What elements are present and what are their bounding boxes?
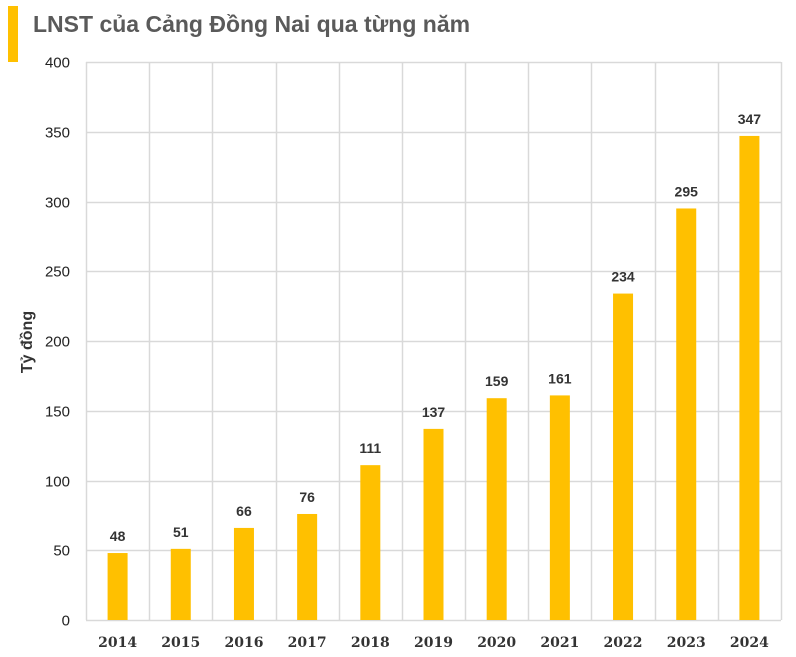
data-label-2023: 295: [675, 183, 699, 199]
chart-title: LNST của Cảng Đồng Nai qua từng năm: [33, 11, 471, 37]
bar-2017: [297, 513, 318, 620]
gridlines: [85, 61, 783, 622]
y-tick-label: 150: [45, 404, 70, 421]
title-accent-bar: [8, 6, 18, 62]
x-tick-label-2021: 2021: [540, 635, 579, 651]
y-tick-label: 100: [45, 474, 70, 491]
x-tick-label-2019: 2019: [414, 635, 453, 651]
bars: [107, 135, 760, 620]
x-tick-label-2016: 2016: [224, 635, 263, 651]
data-labels: 48 51 66 76 111 137 159 161 234 295 347: [110, 111, 761, 544]
data-label-2020: 159: [485, 373, 509, 389]
bar-2022: [613, 293, 634, 620]
y-tick-label: 250: [45, 264, 70, 281]
data-label-2018: 111: [359, 440, 381, 456]
x-tick-label-2022: 2022: [604, 635, 643, 651]
x-tick-label-2014: 2014: [98, 635, 137, 651]
x-tick-label-2017: 2017: [288, 635, 327, 651]
x-tick-label-2015: 2015: [161, 635, 200, 651]
x-axis-tick-labels: 2014 2015 2016 2017 2018 2019 2020 2021 2022 2023…: [98, 635, 769, 651]
bar-2024: [739, 135, 760, 620]
data-label-2017: 76: [299, 489, 315, 505]
bar-2020: [486, 398, 507, 620]
bar-2014: [107, 553, 128, 620]
data-label-2021: 161: [548, 370, 572, 386]
data-label-2014: 48: [110, 528, 126, 544]
bar-2023: [676, 208, 697, 620]
bar-2021: [549, 395, 570, 620]
x-tick-label-2018: 2018: [351, 635, 390, 651]
y-tick-label: 0: [62, 613, 70, 630]
x-tick-label-2024: 2024: [730, 635, 769, 651]
bar-2016: [233, 527, 254, 620]
y-tick-label: 400: [45, 55, 70, 72]
x-tick-label-2023: 2023: [667, 635, 706, 651]
y-tick-label: 300: [45, 195, 70, 212]
bar-2018: [360, 465, 381, 620]
data-label-2019: 137: [422, 404, 446, 420]
data-label-2022: 234: [611, 269, 635, 285]
y-tick-label: 200: [45, 334, 70, 351]
data-label-2015: 51: [173, 524, 189, 540]
y-tick-label: 50: [53, 543, 70, 560]
bar-2019: [423, 428, 444, 620]
bar-2015: [170, 548, 191, 620]
y-tick-label: 350: [45, 125, 70, 142]
y-axis-title: Tỷ đồng: [19, 311, 36, 373]
x-tick-label-2020: 2020: [477, 635, 516, 651]
data-label-2016: 66: [236, 503, 252, 519]
y-axis-tick-labels: 0 50 100 150 200 250 300 350 400: [45, 55, 70, 630]
data-label-2024: 347: [738, 111, 762, 127]
